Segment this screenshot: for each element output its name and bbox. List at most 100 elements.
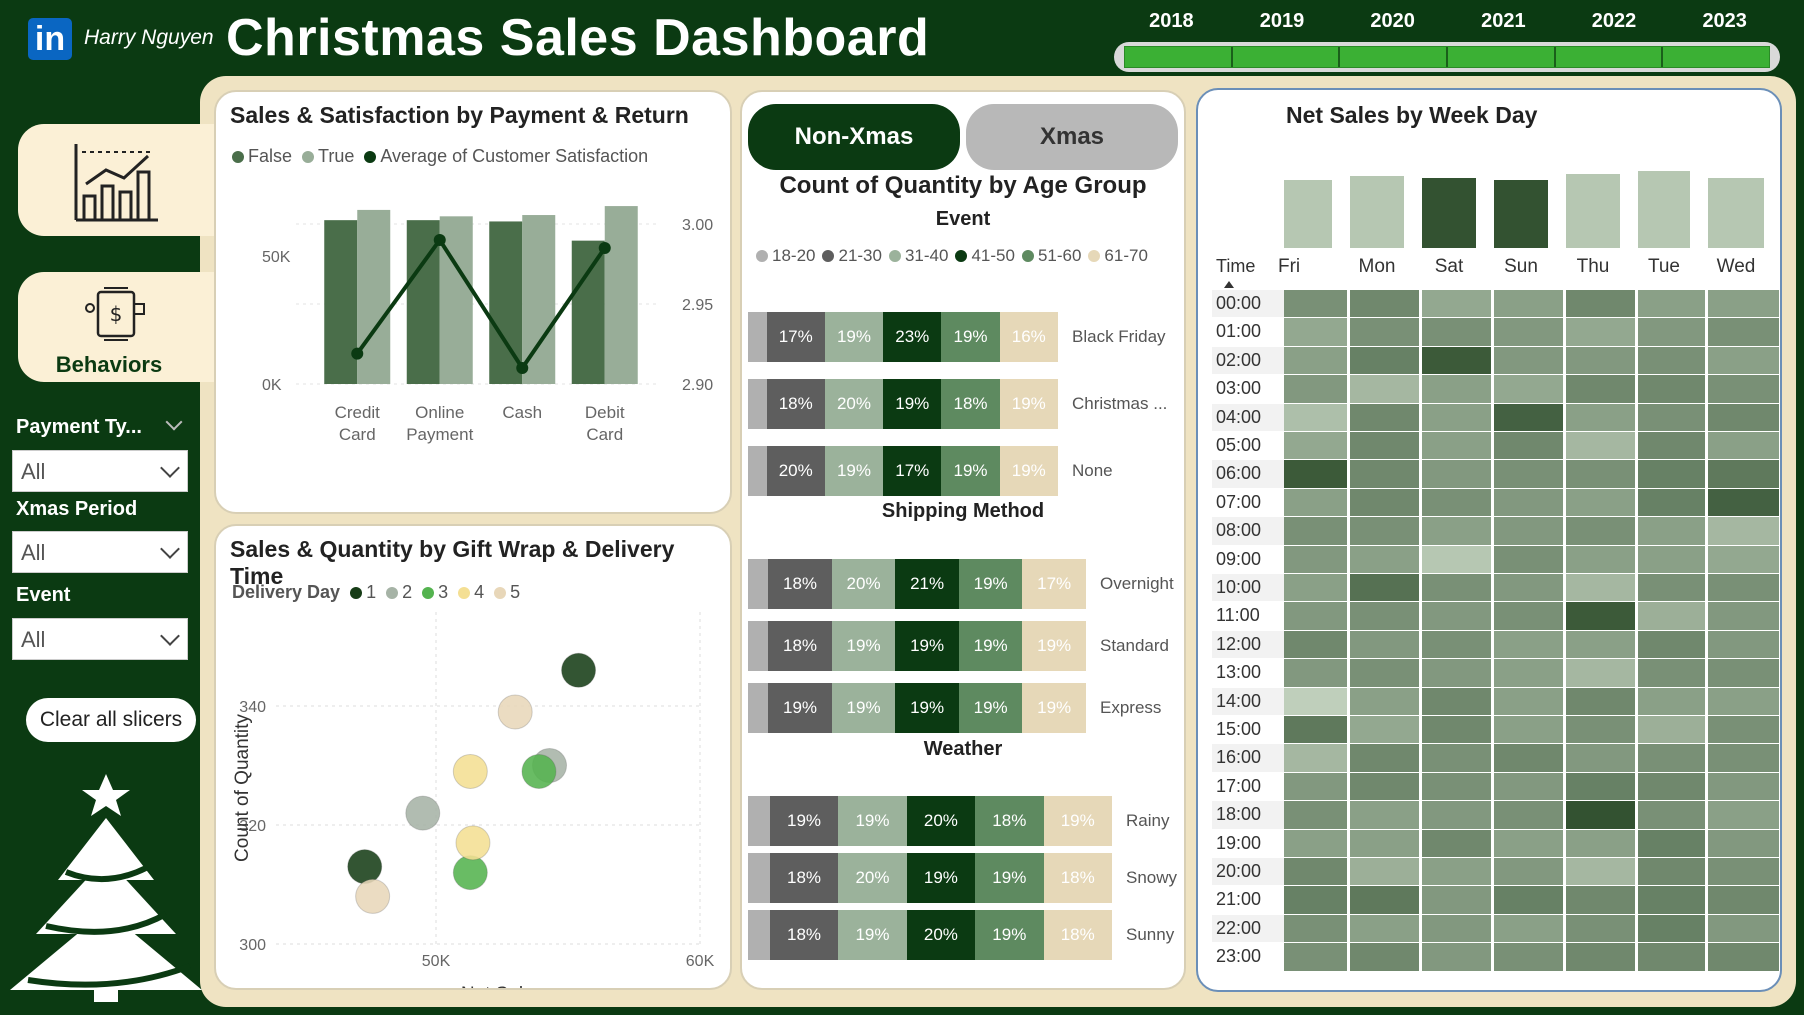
heatmap-cell[interactable] — [1494, 602, 1563, 630]
year-range-slider[interactable] — [1114, 42, 1780, 72]
heatmap-cell[interactable] — [1708, 829, 1779, 857]
heatmap-cell[interactable] — [1284, 716, 1347, 744]
heatmap-cell[interactable] — [1708, 290, 1779, 318]
heatmap-cell[interactable] — [1350, 488, 1419, 517]
heatmap-cell[interactable] — [1708, 630, 1779, 659]
heatmap-cell[interactable] — [1422, 659, 1491, 687]
heatmap-cell[interactable] — [1350, 375, 1419, 403]
heatmap-cell[interactable] — [1350, 858, 1419, 886]
heatmap-cell[interactable] — [1638, 943, 1705, 971]
heatmap-cell[interactable] — [1284, 460, 1347, 488]
heatmap-cell[interactable] — [1422, 517, 1491, 545]
clear-all-slicers-button[interactable]: Clear all slicers — [26, 698, 196, 742]
heatmap-cell[interactable] — [1494, 346, 1563, 375]
heatmap-cell[interactable] — [1284, 914, 1347, 943]
heatmap-cell[interactable] — [1708, 403, 1779, 431]
heatmap-cell[interactable] — [1350, 290, 1419, 318]
heatmap-cell[interactable] — [1708, 517, 1779, 545]
legend-true[interactable]: True — [302, 146, 354, 167]
heatmap-cell[interactable] — [1566, 517, 1635, 545]
heatmap-cell[interactable] — [1494, 829, 1563, 857]
legend-age-31-40[interactable]: 31-40 — [888, 246, 948, 266]
stacked-bar-row[interactable]: 18% 19% 20% 19% 18% Sunny — [748, 910, 1174, 960]
heatmap-cell[interactable] — [1422, 460, 1491, 488]
heatmap-cell[interactable] — [1566, 602, 1635, 630]
heatmap-cell[interactable] — [1638, 318, 1705, 346]
heatmap-cell[interactable] — [1708, 659, 1779, 687]
heatmap-cell[interactable] — [1350, 886, 1419, 914]
heatmap-cell[interactable] — [1494, 858, 1563, 886]
stacked-bar-row[interactable]: 18% 20% 21% 19% 17% Overnight — [748, 559, 1174, 609]
heatmap-cell[interactable] — [1638, 574, 1705, 602]
heatmap-cell[interactable] — [1566, 659, 1635, 687]
legend-day-1[interactable]: 1 — [350, 582, 376, 603]
heatmap-cell[interactable] — [1350, 687, 1419, 715]
heatmap-cell[interactable] — [1638, 829, 1705, 857]
heatmap-cell[interactable] — [1638, 687, 1705, 715]
heatmap-cell[interactable] — [1284, 772, 1347, 801]
xmas-period-dropdown[interactable]: All — [12, 531, 188, 573]
heatmap-cell[interactable] — [1350, 318, 1419, 346]
heatmap-cell[interactable] — [1494, 318, 1563, 346]
heatmap-cell[interactable] — [1284, 488, 1347, 517]
heatmap-cell[interactable] — [1566, 375, 1635, 403]
heatmap-cell[interactable] — [1350, 574, 1419, 602]
heatmap-cell[interactable] — [1708, 432, 1779, 460]
year-2023[interactable]: 2023 — [1702, 10, 1747, 32]
heatmap-cell[interactable] — [1350, 914, 1419, 943]
heatmap-cell[interactable] — [1566, 488, 1635, 517]
heatmap-cell[interactable] — [1284, 318, 1347, 346]
stacked-bar-row[interactable]: 19% 19% 19% 19% 19% Express — [748, 683, 1161, 733]
heatmap-cell[interactable] — [1422, 488, 1491, 517]
heatmap-cell[interactable] — [1422, 432, 1491, 460]
heatmap-cell[interactable] — [1494, 574, 1563, 602]
heatmap-cell[interactable] — [1422, 772, 1491, 801]
heatmap-cell[interactable] — [1422, 403, 1491, 431]
xmas-toggle[interactable]: Xmas — [966, 104, 1178, 170]
weekday-bar-sat[interactable] — [1422, 178, 1476, 248]
heatmap-cell[interactable] — [1566, 772, 1635, 801]
stacked-bar-row[interactable]: 20% 19% 17% 19% 19% None — [748, 446, 1113, 496]
heatmap-cell[interactable] — [1494, 716, 1563, 744]
heatmap-cell[interactable] — [1350, 432, 1419, 460]
legend-age-18-20[interactable]: 18-20 — [756, 246, 815, 266]
heatmap-cell[interactable] — [1708, 858, 1779, 886]
heatmap-cell[interactable] — [1422, 375, 1491, 403]
heatmap-cell[interactable] — [1422, 602, 1491, 630]
heatmap-cell[interactable] — [1638, 545, 1705, 573]
heatmap-cell[interactable] — [1494, 801, 1563, 829]
heatmap-cell[interactable] — [1284, 375, 1347, 403]
heatmap-cell[interactable] — [1638, 517, 1705, 545]
heatmap-cell[interactable] — [1566, 346, 1635, 375]
heatmap-cell[interactable] — [1494, 290, 1563, 318]
heatmap-cell[interactable] — [1422, 914, 1491, 943]
heatmap-cell[interactable] — [1422, 346, 1491, 375]
stacked-bar-row[interactable]: 18% 20% 19% 19% 18% Snowy — [748, 853, 1177, 903]
heatmap-cell[interactable] — [1638, 914, 1705, 943]
heatmap-cell[interactable] — [1638, 744, 1705, 772]
heatmap-cell[interactable] — [1638, 659, 1705, 687]
heatmap-cell[interactable] — [1566, 744, 1635, 772]
event-dropdown[interactable]: All — [12, 618, 188, 660]
heatmap-cell[interactable] — [1350, 517, 1419, 545]
payment-type-dropdown[interactable]: All — [12, 450, 188, 492]
chevron-down-icon[interactable] — [165, 413, 183, 431]
heatmap-cell[interactable] — [1566, 716, 1635, 744]
weekday-bar-sun[interactable] — [1494, 180, 1548, 248]
heatmap-cell[interactable] — [1422, 858, 1491, 886]
heatmap-cell[interactable] — [1284, 432, 1347, 460]
heatmap-cell[interactable] — [1566, 914, 1635, 943]
heatmap-cell[interactable] — [1638, 602, 1705, 630]
heatmap-cell[interactable] — [1284, 943, 1347, 971]
linkedin-icon[interactable]: in — [28, 18, 72, 60]
weekday-bar-tue[interactable] — [1638, 171, 1690, 248]
heatmap-cell[interactable] — [1708, 602, 1779, 630]
heatmap-cell[interactable] — [1708, 886, 1779, 914]
stacked-bar-row[interactable]: 18% 20% 19% 18% 19% Christmas ... — [748, 379, 1167, 429]
heatmap-cell[interactable] — [1708, 460, 1779, 488]
heatmap-cell[interactable] — [1422, 886, 1491, 914]
heatmap-cell[interactable] — [1638, 290, 1705, 318]
heatmap-cell[interactable] — [1422, 943, 1491, 971]
heatmap-cell[interactable] — [1350, 943, 1419, 971]
heatmap-cell[interactable] — [1708, 545, 1779, 573]
